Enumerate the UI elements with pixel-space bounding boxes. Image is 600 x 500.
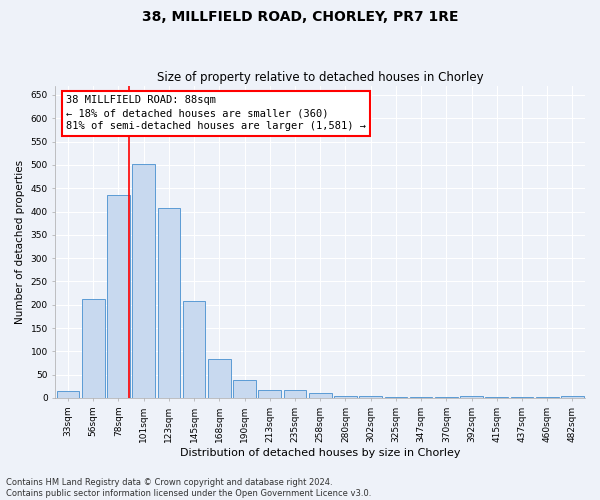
- Bar: [208, 359, 231, 398]
- Title: Size of property relative to detached houses in Chorley: Size of property relative to detached ho…: [157, 72, 484, 85]
- Bar: [284, 390, 307, 398]
- Bar: [334, 396, 357, 398]
- Bar: [158, 208, 180, 398]
- X-axis label: Distribution of detached houses by size in Chorley: Distribution of detached houses by size …: [180, 448, 460, 458]
- Text: 38 MILLFIELD ROAD: 88sqm
← 18% of detached houses are smaller (360)
81% of semi-: 38 MILLFIELD ROAD: 88sqm ← 18% of detach…: [66, 95, 366, 132]
- Bar: [233, 380, 256, 398]
- Bar: [133, 164, 155, 398]
- Y-axis label: Number of detached properties: Number of detached properties: [15, 160, 25, 324]
- Bar: [359, 396, 382, 398]
- Text: 38, MILLFIELD ROAD, CHORLEY, PR7 1RE: 38, MILLFIELD ROAD, CHORLEY, PR7 1RE: [142, 10, 458, 24]
- Bar: [259, 390, 281, 398]
- Bar: [460, 396, 483, 398]
- Bar: [107, 195, 130, 398]
- Bar: [82, 298, 104, 398]
- Bar: [309, 393, 332, 398]
- Text: Contains HM Land Registry data © Crown copyright and database right 2024.
Contai: Contains HM Land Registry data © Crown c…: [6, 478, 371, 498]
- Bar: [561, 396, 584, 398]
- Bar: [57, 391, 79, 398]
- Bar: [183, 302, 205, 398]
